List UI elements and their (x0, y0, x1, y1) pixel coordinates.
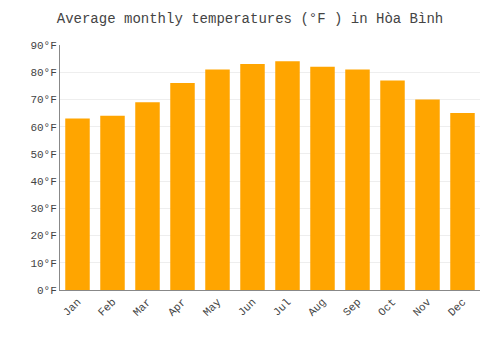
svg-text:30°F: 30°F (30, 203, 56, 215)
svg-text:80°F: 80°F (30, 67, 56, 79)
svg-text:60°F: 60°F (30, 122, 56, 134)
svg-text:90°F: 90°F (30, 40, 56, 52)
svg-text:Aug: Aug (306, 296, 328, 318)
svg-text:Apr: Apr (166, 296, 188, 318)
svg-text:10°F: 10°F (30, 258, 56, 270)
svg-text:40°F: 40°F (30, 176, 56, 188)
svg-text:Mar: Mar (131, 296, 153, 318)
svg-text:Dec: Dec (446, 296, 468, 318)
svg-text:Average monthly temperatures (: Average monthly temperatures (°F ) in Hò… (57, 11, 443, 27)
svg-text:20°F: 20°F (30, 230, 56, 242)
svg-text:0°F: 0°F (37, 285, 57, 297)
svg-text:Sep: Sep (341, 296, 363, 318)
svg-text:Nov: Nov (411, 296, 434, 319)
svg-text:70°F: 70°F (30, 94, 56, 106)
svg-text:Feb: Feb (96, 296, 118, 318)
svg-text:Jun: Jun (236, 296, 258, 318)
svg-text:May: May (201, 296, 224, 319)
svg-text:Oct: Oct (376, 296, 398, 318)
svg-text:50°F: 50°F (30, 149, 56, 161)
svg-text:Jan: Jan (61, 296, 83, 318)
svg-text:Jul: Jul (271, 296, 293, 318)
